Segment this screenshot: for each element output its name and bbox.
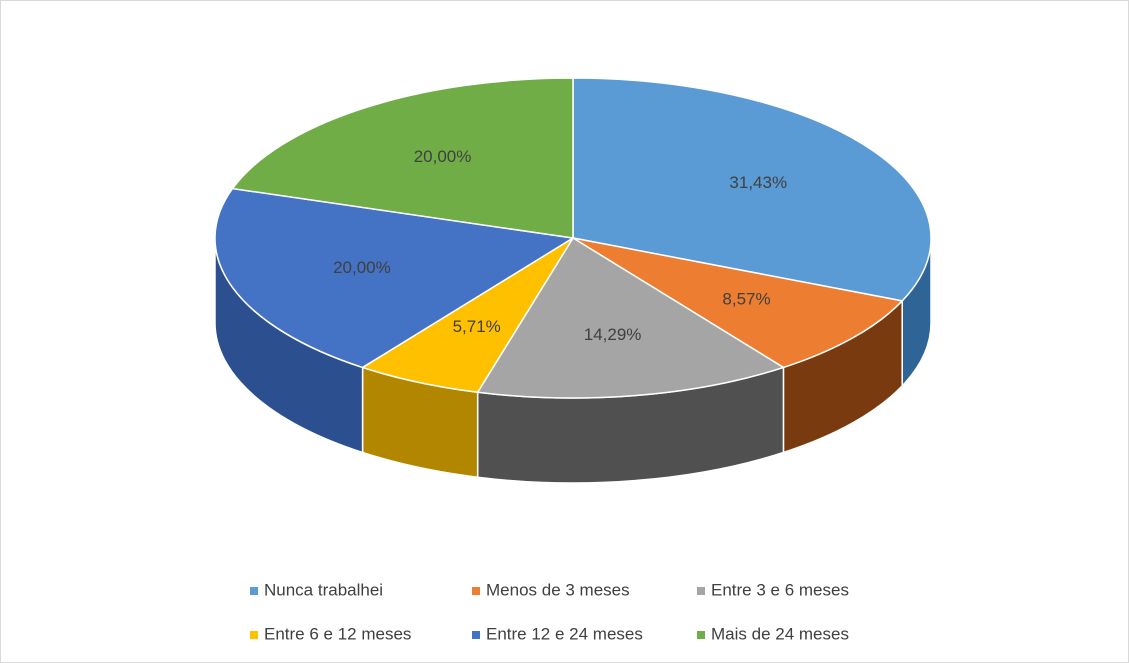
pie-slice [572, 237, 904, 369]
legend-label: Entre 3 e 6 meses [711, 580, 849, 599]
data-label: 31,43% [729, 173, 787, 192]
legend-swatch [697, 587, 705, 595]
legend-label: Entre 12 e 24 meses [486, 624, 643, 643]
pie-slice [572, 77, 932, 302]
data-label: 20,00% [333, 258, 391, 277]
data-label: 20,00% [414, 147, 472, 166]
pie-slice [360, 237, 574, 394]
pie-slice [476, 236, 786, 399]
legend-label: Entre 6 e 12 meses [264, 624, 411, 643]
legend-swatch [472, 587, 480, 595]
legend-swatch [250, 587, 258, 595]
legend-swatch [250, 631, 258, 639]
pie-slice [214, 187, 576, 369]
legend-label: Mais de 24 meses [711, 624, 849, 643]
legend-label: Nunca trabalhei [264, 580, 383, 599]
data-label: 5,71% [453, 317, 501, 336]
legend-swatch [697, 631, 705, 639]
data-label: 8,57% [722, 289, 770, 308]
pie-slice [231, 77, 574, 239]
legend-swatch [472, 631, 480, 639]
legend-label: Menos de 3 meses [486, 580, 630, 599]
data-label: 14,29% [584, 325, 642, 344]
